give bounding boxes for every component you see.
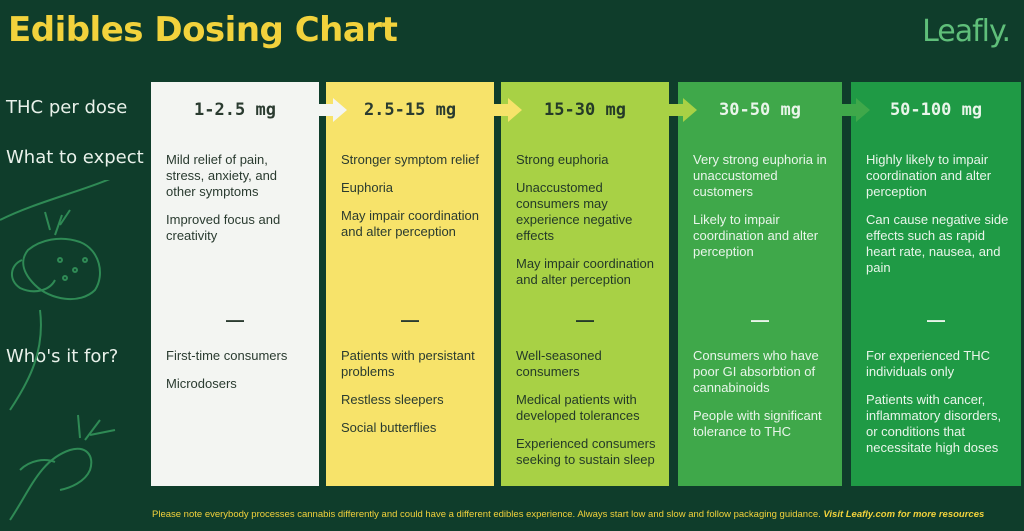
who-item: First-time consumers [166,348,288,363]
row-label-expect: What to expect [6,147,144,168]
who-item: For experienced THC individuals only [866,348,991,379]
page-title: Edibles Dosing Chart [8,10,398,50]
expect-item: Improved focus and creativity [166,212,281,243]
arrow-right-icon [665,98,697,122]
who-item: Patients with cancer, inflammatory disor… [866,392,1002,455]
edible-fruit-icon [0,180,111,411]
divider-dash: — [751,310,769,330]
expect-item: Mild relief of pain, stress, anxiety, an… [166,152,278,199]
divider-dash: — [401,310,419,330]
dose-amount: 1-2.5 mg [194,100,276,120]
expect-list: Strong euphoria Unaccustomed consumers ma… [516,152,659,300]
dose-column: 2.5-15 mg Stronger symptom relief Euphoria… [326,82,494,486]
expect-item: May impair coordination and alter percep… [516,256,655,287]
footer-text: Please note everybody processes cannabis… [152,509,824,520]
expect-list: Stronger symptom relief Euphoria May impai… [341,152,484,252]
who-item: Medical patients with developed toleranc… [516,392,640,423]
dose-column: 1-2.5 mg Mild relief of pain, stress, anx… [151,82,319,486]
who-item: Experienced consumers seeking to sustain… [516,436,656,467]
dose-amount: 15-30 mg [544,100,626,120]
who-item: Patients with persistant problems [341,348,475,379]
who-list: Consumers who have poor GI absorbtion of… [693,348,832,452]
expect-item: Unaccustomed consumers may experience ne… [516,180,633,243]
who-item: Restless sleepers [341,392,444,407]
expect-list: Very strong euphoria in unaccustomed cus… [693,152,832,272]
arrow-right-icon [490,98,522,122]
divider-dash: — [927,310,945,330]
expect-item: Strong euphoria [516,152,609,167]
expect-item: Very strong euphoria in unaccustomed cus… [693,152,827,199]
expect-item: Euphoria [341,180,394,195]
expect-item: Stronger symptom relief [341,152,479,167]
expect-item: May impair coordination and alter percep… [341,208,480,239]
dose-amount: 50-100 mg [889,100,983,120]
dose-amount: 30-50 mg [719,100,801,120]
brand-logo: Leafly. [922,14,1011,49]
divider-dash: — [576,310,594,330]
who-item: Well-seasoned consumers [516,348,602,379]
expect-list: Mild relief of pain, stress, anxiety, an… [166,152,309,256]
arrow-right-icon [838,98,870,122]
who-item: Social butterflies [341,420,437,435]
who-list: Patients with persistant problems Restles… [341,348,484,448]
who-item: Consumers who have poor GI absorbtion of… [693,348,819,395]
arrow-right-icon [315,98,347,122]
hand-leaf-icon [9,414,116,521]
dose-column: 15-30 mg Strong euphoria Unaccustomed cons… [501,82,669,486]
expect-list: Highly likely to impair coordination and… [866,152,1011,288]
dose-column: 30-50 mg Very strong euphoria in unaccust… [678,82,842,486]
who-list: For experienced THC individuals only Pati… [866,348,1011,468]
expect-item: Highly likely to impair coordination and… [866,152,992,199]
expect-item: Likely to impair coordination and alter … [693,212,819,259]
who-list: Well-seasoned consumers Medical patients … [516,348,659,480]
who-list: First-time consumers Microdosers [166,348,309,404]
who-item: People with significant tolerance to THC [693,408,822,439]
row-label-thc: THC per dose [6,97,128,118]
footer-note: Please note everybody processes cannabis… [152,509,984,520]
footer-link[interactable]: Visit Leafly.com for more resources [823,509,985,520]
expect-item: Can cause negative side effects such as … [866,212,1009,275]
dose-column: 50-100 mg Highly likely to impair coordin… [851,82,1021,486]
who-item: Microdosers [166,376,237,391]
divider-dash: — [226,310,244,330]
dose-amount: 2.5-15 mg [363,100,457,120]
